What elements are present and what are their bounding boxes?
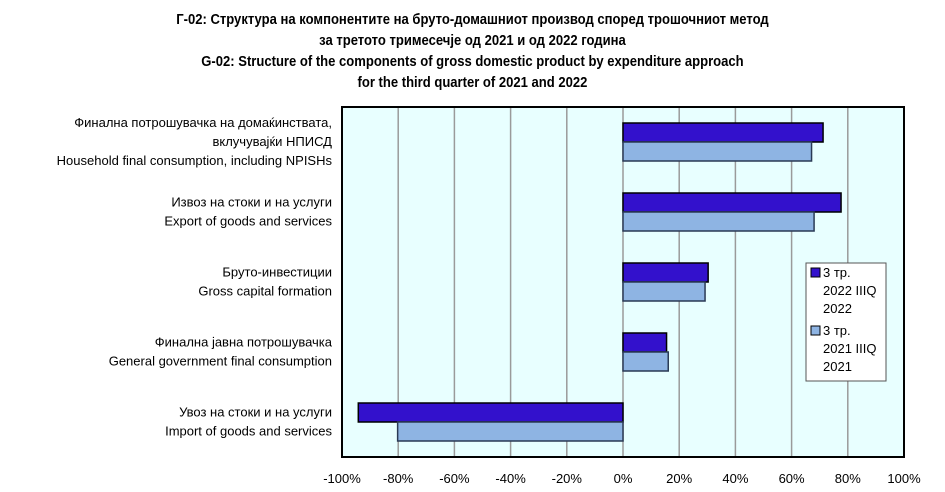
category-label: Увоз на стоки и на услуги Import of goods… <box>165 405 332 439</box>
category-label-line: Export of goods and services <box>164 214 332 229</box>
bar-2022-1 <box>622 192 842 213</box>
title-line-en-1: G-02: Structure of the components of gro… <box>201 54 744 70</box>
legend-label: 2021 <box>823 359 852 374</box>
category-label-line: Финална потрошувачка на домаќинствата, <box>74 115 332 130</box>
bars <box>357 122 842 442</box>
legend-box <box>805 262 887 382</box>
x-tick-label: 60% <box>779 471 805 486</box>
x-tick-label: -20% <box>552 471 583 486</box>
legend-swatch <box>810 325 821 336</box>
category-label: Извоз на стоки и на услуги Export of good… <box>164 195 332 229</box>
legend-label: 3 тр. <box>823 265 851 280</box>
legend: 3 тр. 2022 IIIQ 2022 3 тр. 2021 IIIQ 2021 <box>805 262 887 382</box>
category-label-line: вклучувајќи НПИСД <box>212 134 332 149</box>
category-label-line: Import of goods and services <box>165 424 332 439</box>
x-tick-label: 0% <box>614 471 633 486</box>
legend-swatch <box>810 267 821 278</box>
x-tick-label: 40% <box>722 471 748 486</box>
category-label-line: Увоз на стоки и на услуги <box>179 405 332 420</box>
title-line-mk-1: Г-02: Структура на компонентите на бруто… <box>176 12 769 28</box>
bar-2021-4 <box>396 421 624 442</box>
plot-area-border <box>341 106 905 458</box>
x-axis-ticks: -100% -80% -60% -40% -20% 0% 20% 40% 60% 80% 100% <box>323 471 921 486</box>
category-label-line: General government final consumption <box>109 354 332 369</box>
legend-label: 3 тр. <box>823 323 851 338</box>
category-label-line: Финална јавна потрошувачка <box>155 335 333 350</box>
category-label-line: Gross capital formation <box>198 284 332 299</box>
legend-label: 2022 <box>823 301 852 316</box>
bar-2021-3 <box>622 351 669 372</box>
category-label-line: Бруто-инвестиции <box>222 265 332 280</box>
x-tick-label: 80% <box>835 471 861 486</box>
category-labels: Финална потрошувачка на домаќинствата, вк… <box>57 115 333 439</box>
legend-label: 2022 IIIQ <box>823 283 876 298</box>
category-label: Бруто-инвестиции Gross capital formation <box>198 265 332 299</box>
category-label-line: Извоз на стоки и на услуги <box>171 195 332 210</box>
category-label: Финална јавна потрошувачка General govern… <box>109 335 333 369</box>
legend-label: 2021 IIIQ <box>823 341 876 356</box>
bar-2022-4 <box>357 402 624 423</box>
x-tick-label: -80% <box>383 471 414 486</box>
bar-2021-1 <box>622 211 815 232</box>
bar-2021-0 <box>622 141 813 162</box>
x-tick-label: 100% <box>887 471 921 486</box>
bar-2022-2 <box>622 262 709 283</box>
x-tick-label: 20% <box>666 471 692 486</box>
title-line-mk-2: за третото тримесечје од 2021 и од 2022 … <box>319 33 626 49</box>
x-tick-label: -40% <box>495 471 526 486</box>
category-label: Финална потрошувачка на домаќинствата, вк… <box>57 115 333 168</box>
title-line-en-2: for the third quarter of 2021 and 2022 <box>357 75 588 91</box>
bar-2022-0 <box>622 122 824 143</box>
bar-2021-2 <box>622 281 706 302</box>
x-tick-label: -60% <box>439 471 470 486</box>
category-label-line: Household final consumption, including N… <box>57 153 333 168</box>
bar-2022-3 <box>622 332 668 353</box>
x-tick-label: -100% <box>323 471 361 486</box>
